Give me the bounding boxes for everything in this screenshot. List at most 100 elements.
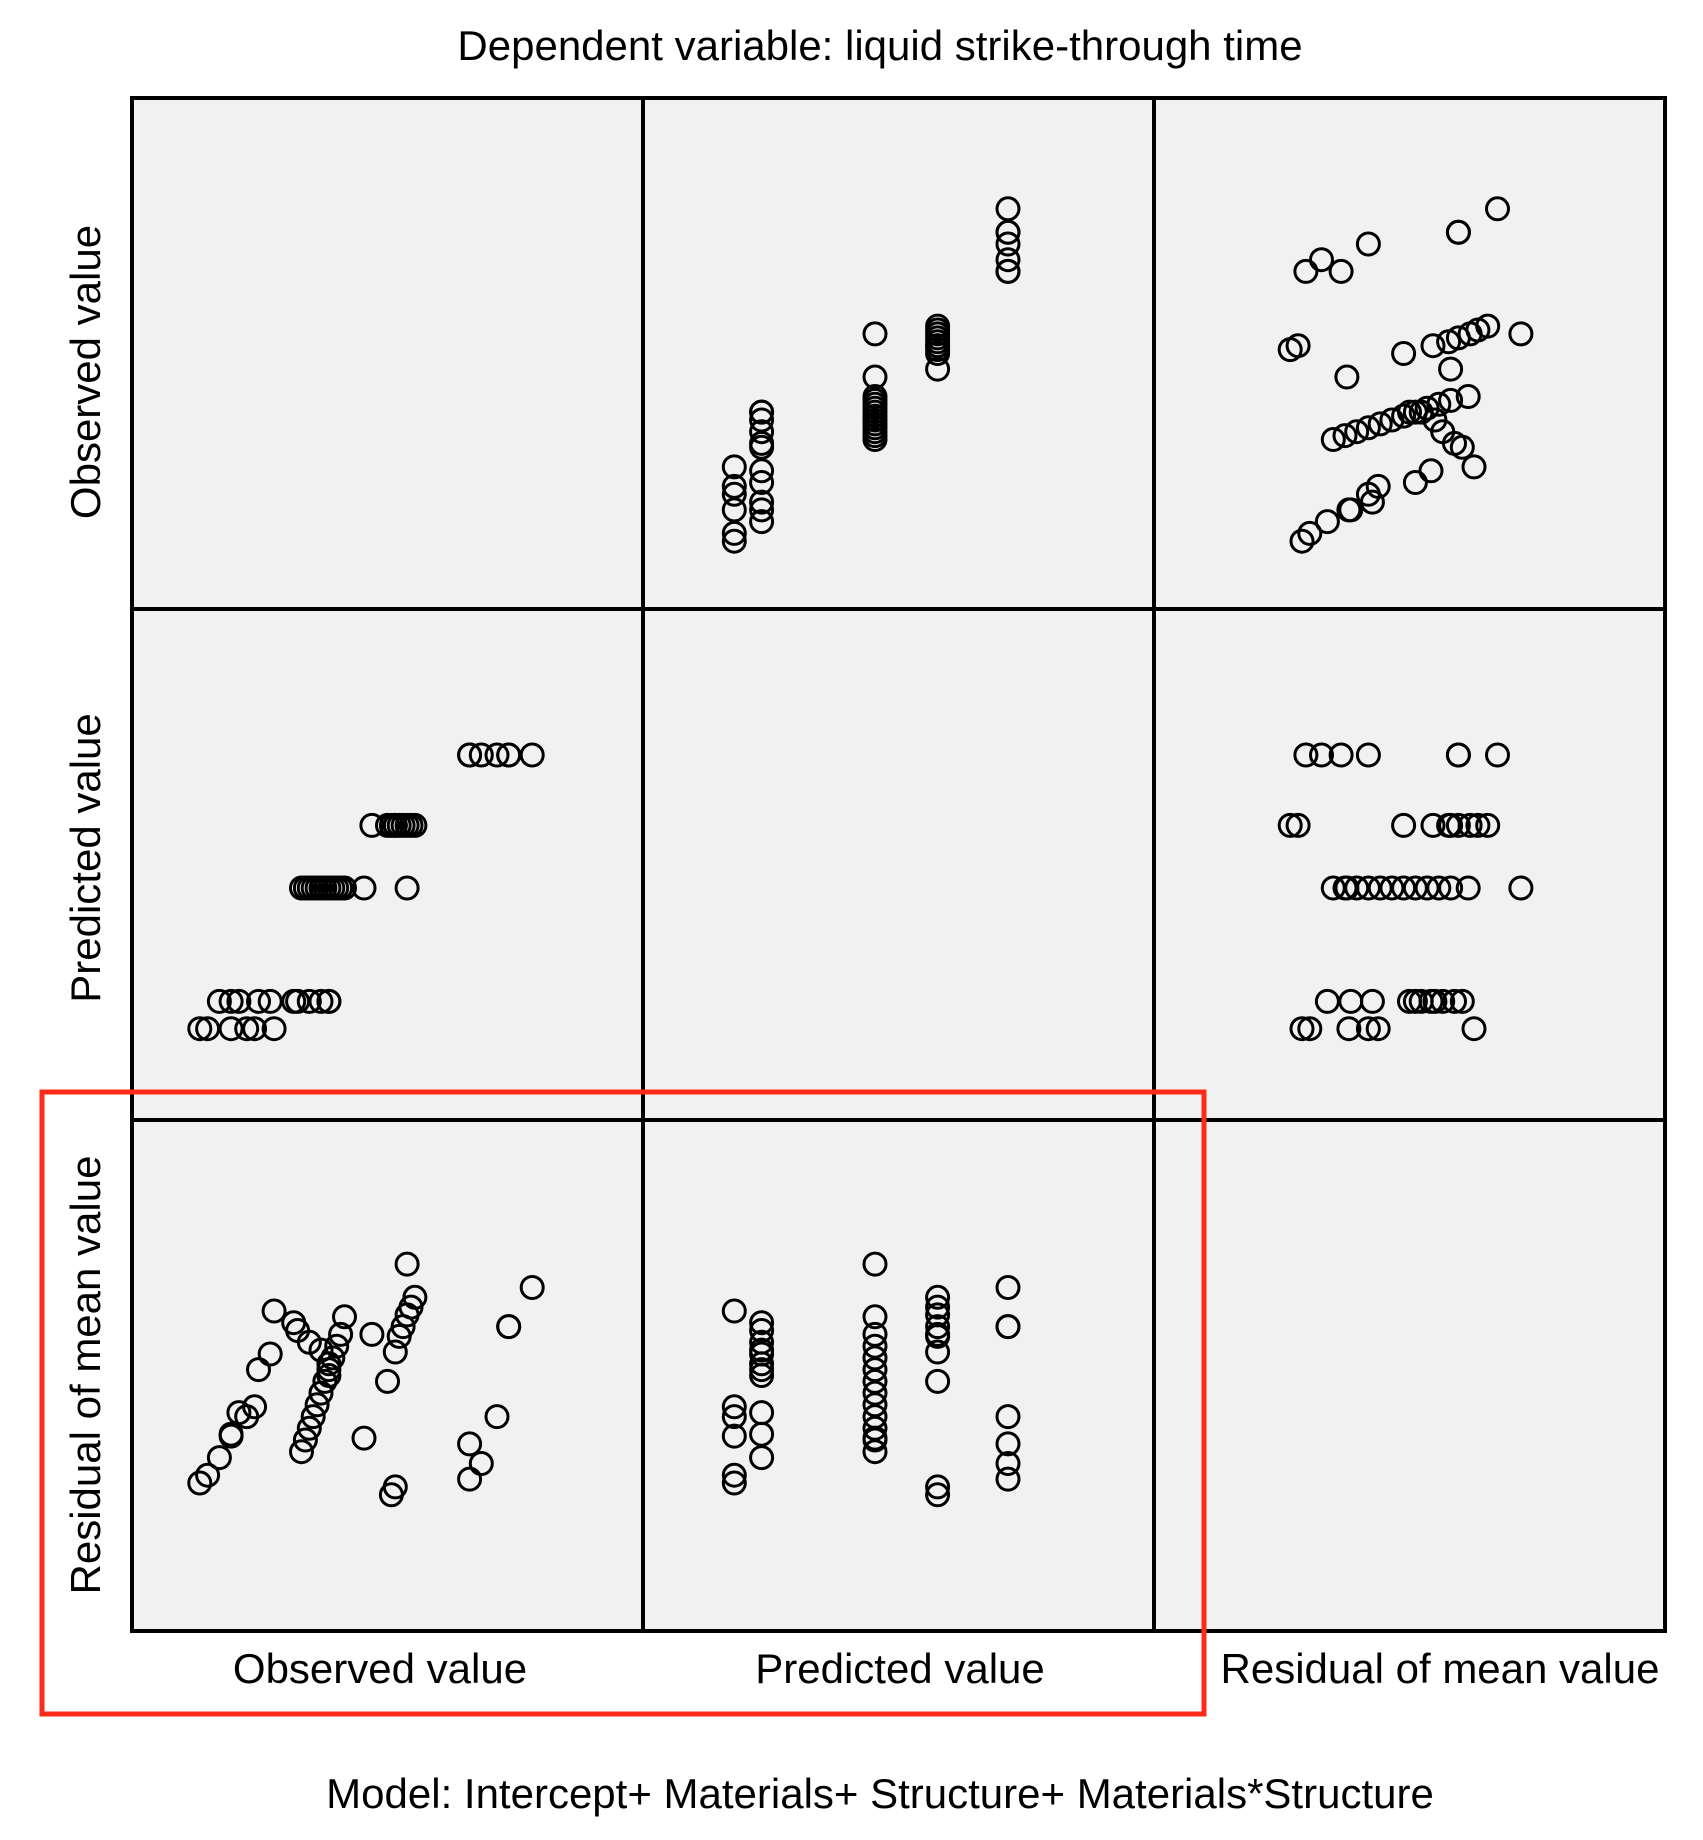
point-predicted-vs-observed-14 xyxy=(308,988,334,1014)
matrix-grid-lines xyxy=(130,96,1667,1633)
point-observed-vs-residual-31 xyxy=(1438,356,1464,382)
point-observed-vs-residual-42 xyxy=(1328,258,1354,284)
point-observed-vs-residual-43 xyxy=(1293,258,1319,284)
point-residual-vs-observed-30 xyxy=(394,1251,420,1277)
point-observed-vs-residual-25 xyxy=(1414,395,1440,421)
point-residual-vs-predicted-32 xyxy=(925,1368,951,1394)
point-observed-vs-predicted-4 xyxy=(721,473,747,499)
point-observed-vs-predicted-28 xyxy=(862,384,888,409)
point-observed-vs-predicted-29 xyxy=(862,364,888,390)
panel-residual-vs-residual xyxy=(1154,1120,1665,1631)
point-observed-vs-predicted-7 xyxy=(749,497,775,523)
matrix-panels xyxy=(132,98,1665,1631)
point-predicted-vs-residual-15 xyxy=(1408,988,1434,1014)
point-residual-vs-predicted-11 xyxy=(749,1310,775,1336)
point-observed-vs-predicted-43 xyxy=(995,258,1021,284)
point-residual-vs-predicted-28 xyxy=(862,1304,888,1330)
point-observed-vs-residual-40 xyxy=(1277,337,1303,363)
point-residual-vs-observed-1 xyxy=(195,1462,221,1488)
point-observed-vs-residual-17 xyxy=(1320,427,1346,452)
point-residual-vs-observed-24 xyxy=(316,1357,342,1383)
point-residual-vs-observed-46 xyxy=(496,1314,522,1340)
point-observed-vs-residual-28 xyxy=(1455,384,1481,409)
point-predicted-vs-residual-35 xyxy=(1445,812,1471,838)
point-residual-vs-observed-18 xyxy=(292,1427,318,1453)
matrix-points xyxy=(187,196,1534,1508)
point-predicted-vs-residual-41 xyxy=(1309,742,1334,768)
point-observed-vs-residual-46 xyxy=(1445,219,1471,245)
point-residual-vs-predicted-40 xyxy=(925,1482,951,1508)
point-observed-vs-predicted-41 xyxy=(995,247,1021,273)
point-predicted-vs-observed-29 xyxy=(351,875,377,901)
point-residual-vs-predicted-36 xyxy=(925,1302,951,1328)
point-observed-vs-residual-1 xyxy=(1297,520,1323,546)
matrix-outer-frame xyxy=(130,96,1667,1633)
point-predicted-vs-observed-47 xyxy=(519,742,545,768)
point-residual-vs-predicted-16 xyxy=(749,1363,775,1388)
row-label-predicted: Predicted value xyxy=(62,713,109,1003)
highlight-box xyxy=(39,1089,1207,1717)
point-predicted-vs-observed-3 xyxy=(234,1016,260,1042)
point-predicted-vs-observed-40 xyxy=(378,812,404,838)
point-predicted-vs-observed-41 xyxy=(468,742,494,768)
panel-predicted-vs-residual xyxy=(1154,609,1665,1120)
point-residual-vs-predicted-39 xyxy=(925,1474,951,1500)
point-residual-vs-observed-41 xyxy=(468,1451,494,1476)
point-observed-vs-residual-22 xyxy=(1379,407,1405,433)
point-residual-vs-observed-4 xyxy=(242,1394,268,1420)
point-residual-vs-predicted-15 xyxy=(749,1351,775,1377)
point-predicted-vs-residual-46 xyxy=(1445,742,1471,768)
point-predicted-vs-observed-0 xyxy=(187,1016,213,1042)
point-residual-vs-predicted-3 xyxy=(721,1404,747,1430)
column-label-predicted: Predicted value xyxy=(755,1645,1045,1692)
point-predicted-vs-observed-43 xyxy=(457,742,483,768)
point-predicted-vs-residual-3 xyxy=(1355,1016,1381,1042)
point-residual-vs-predicted-33 xyxy=(925,1339,951,1365)
point-residual-vs-observed-21 xyxy=(304,1392,330,1418)
row-label-observed: Observed value xyxy=(62,225,109,519)
point-predicted-vs-residual-0 xyxy=(1289,1016,1315,1042)
point-residual-vs-observed-5 xyxy=(261,1298,287,1324)
point-predicted-vs-residual-30 xyxy=(1508,875,1534,901)
point-residual-vs-observed-20 xyxy=(300,1404,326,1430)
point-predicted-vs-residual-40 xyxy=(1277,812,1303,838)
point-residual-vs-predicted-12 xyxy=(749,1318,775,1343)
point-residual-vs-observed-7 xyxy=(218,1421,244,1447)
panel-residual-vs-predicted xyxy=(643,1120,1154,1631)
point-observed-vs-predicted-6 xyxy=(749,509,775,535)
point-residual-vs-observed-19 xyxy=(296,1415,322,1441)
point-observed-vs-residual-32 xyxy=(1391,341,1417,366)
point-residual-vs-predicted-1 xyxy=(721,1462,747,1488)
point-residual-vs-predicted-26 xyxy=(862,1333,888,1359)
point-observed-vs-residual-5 xyxy=(1461,454,1487,480)
point-residual-vs-observed-26 xyxy=(324,1333,350,1359)
point-observed-vs-predicted-47 xyxy=(995,196,1021,222)
point-predicted-vs-observed-30 xyxy=(394,875,420,901)
point-predicted-vs-observed-5 xyxy=(261,1016,287,1042)
point-predicted-vs-residual-2 xyxy=(1336,1016,1362,1042)
point-residual-vs-observed-42 xyxy=(457,1431,483,1457)
point-predicted-vs-observed-4 xyxy=(242,1016,268,1042)
point-predicted-vs-residual-32 xyxy=(1391,812,1417,838)
point-observed-vs-predicted-44 xyxy=(995,231,1021,257)
point-observed-vs-predicted-5 xyxy=(721,454,747,480)
point-predicted-vs-residual-12 xyxy=(1442,988,1467,1014)
point-observed-vs-residual-26 xyxy=(1426,391,1452,417)
point-predicted-vs-residual-36 xyxy=(1457,812,1483,838)
point-observed-vs-residual-7 xyxy=(1338,497,1364,523)
point-residual-vs-observed-27 xyxy=(328,1321,354,1347)
panel-residual-vs-observed xyxy=(132,1120,643,1631)
point-observed-vs-residual-24 xyxy=(1402,399,1428,425)
point-predicted-vs-residual-16 xyxy=(1397,988,1422,1014)
point-observed-vs-residual-0 xyxy=(1289,528,1315,554)
point-predicted-vs-residual-39 xyxy=(1285,812,1311,838)
point-residual-vs-predicted-44 xyxy=(995,1404,1021,1430)
point-observed-vs-predicted-3 xyxy=(721,481,747,507)
point-residual-vs-predicted-27 xyxy=(862,1321,888,1347)
point-observed-vs-residual-27 xyxy=(1438,387,1464,413)
point-observed-vs-residual-38 xyxy=(1475,313,1501,339)
point-predicted-vs-residual-26 xyxy=(1426,875,1452,901)
point-observed-vs-residual-18 xyxy=(1332,423,1358,449)
point-predicted-vs-observed-7 xyxy=(218,988,244,1014)
